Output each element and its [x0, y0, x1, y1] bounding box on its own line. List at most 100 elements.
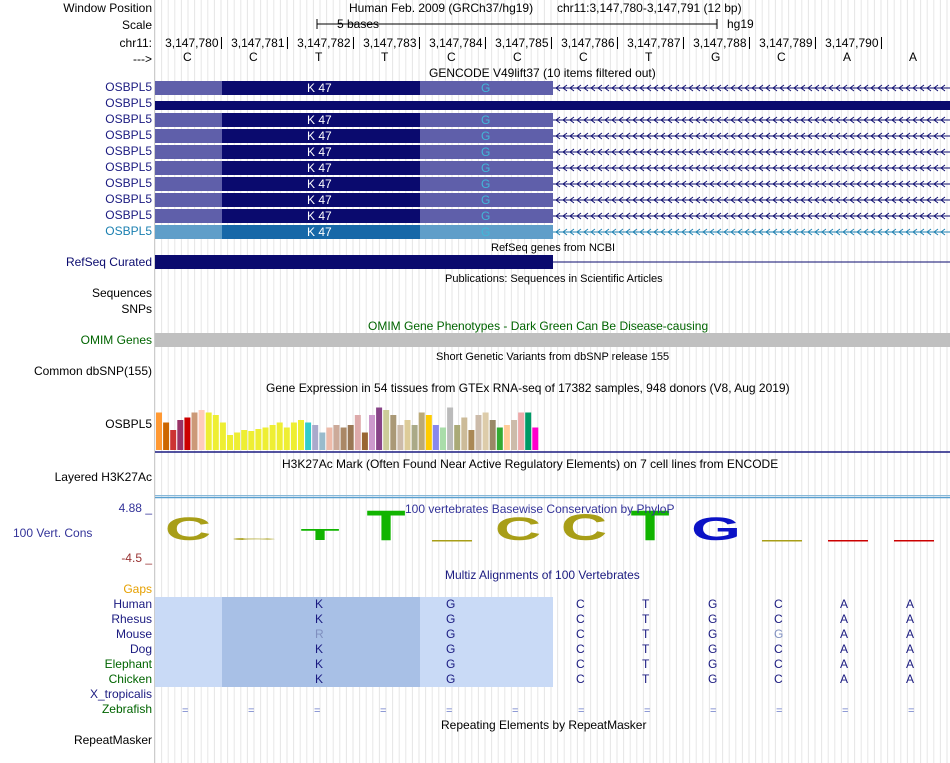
strand-arrow: [716, 196, 722, 204]
gtex-tissue-bar: [468, 430, 475, 450]
gencode-track[interactable]: K 47 G K 47 G K 47 G K 47 G K 47 G K 47 G K 47 G K 47 G…: [155, 81, 950, 239]
zebrafish-label[interactable]: Zebrafish: [101, 702, 152, 716]
strand-arrow: [926, 164, 932, 172]
strand-arrow: [604, 196, 610, 204]
strand-arrow: [723, 212, 729, 220]
strand-arrow: [667, 228, 673, 236]
strand-arrow: [751, 196, 757, 204]
strand-arrow: [779, 148, 785, 156]
strand-arrow: [898, 212, 904, 220]
dbsnp-title[interactable]: Short Genetic Variants from dbSNP releas…: [436, 351, 670, 363]
strand-arrow: [856, 196, 862, 204]
coordinate-label: 3,147,786: [561, 36, 615, 50]
scale-text: 5 bases: [337, 17, 380, 31]
refseq-track[interactable]: [155, 255, 950, 269]
strand-arrow: [800, 132, 806, 140]
strand-arrow: [604, 132, 610, 140]
phylop-title[interactable]: 100 vertebrates Basewise Conservation by…: [405, 502, 675, 516]
omim-label[interactable]: OMIM Genes: [80, 333, 152, 347]
refseq-label[interactable]: RefSeq Curated: [65, 255, 152, 269]
strand-arrow: [611, 212, 617, 220]
gtex-tissue-bar: [156, 412, 162, 450]
x-tropicalis-label[interactable]: X_tropicalis: [89, 687, 152, 701]
strand-arrow: [611, 116, 617, 124]
species-label: Dog: [129, 642, 152, 656]
strand-arrow: [646, 132, 652, 140]
strand-arrow: [744, 228, 750, 236]
strand-arrow: [800, 228, 806, 236]
gtex-tissue-bar: [361, 432, 368, 450]
strand-arrow: [800, 148, 806, 156]
gaps-label: Gaps: [123, 582, 152, 596]
strand-arrow: [618, 148, 624, 156]
strand-arrow: [660, 164, 666, 172]
coordinate-label: 3,147,785: [495, 36, 549, 50]
strand-arrow: [926, 228, 932, 236]
strand-arrow: [835, 148, 841, 156]
strand-arrow: [905, 148, 911, 156]
strand-arrow: [576, 148, 582, 156]
strand-arrow: [562, 116, 568, 124]
strand-arrow: [702, 164, 708, 172]
strand-arrow: [646, 84, 652, 92]
strand-arrow: [800, 116, 806, 124]
strand-arrow: [758, 84, 764, 92]
strand-arrow: [716, 148, 722, 156]
strand-arrow: [828, 84, 834, 92]
strand-arrow: [555, 84, 561, 92]
strand-arrow: [877, 116, 883, 124]
strand-arrow: [744, 196, 750, 204]
multiz-title[interactable]: Multiz Alignments of 100 Vertebrates: [445, 568, 640, 582]
strand-arrow: [842, 196, 848, 204]
repeatmasker-label[interactable]: RepeatMasker: [73, 733, 152, 747]
strand-arrow: [723, 148, 729, 156]
dbsnp-label[interactable]: Common dbSNP(155): [33, 364, 152, 378]
strand-arrow: [800, 196, 806, 204]
strand-arrow: [660, 196, 666, 204]
refseq-title[interactable]: RefSeq genes from NCBI: [491, 242, 616, 254]
strand-arrow: [884, 228, 890, 236]
gtex-tissue-bar: [525, 412, 532, 450]
strand-arrow: [618, 84, 624, 92]
strand-arrow: [772, 148, 778, 156]
strand-arrow: [730, 116, 736, 124]
strand-arrow: [863, 228, 869, 236]
gtex-label[interactable]: OSBPL5: [105, 417, 152, 431]
strand-arrow: [842, 164, 848, 172]
gtex-tissue-bar: [440, 427, 446, 450]
strand-arrow: [695, 84, 701, 92]
strand-arrow: [723, 116, 729, 124]
strand-arrow: [793, 164, 799, 172]
omim-title[interactable]: OMIM Gene Phenotypes - Dark Green Can Be…: [368, 319, 709, 333]
repeatmasker-title[interactable]: Repeating Elements by RepeatMasker: [441, 718, 647, 732]
strand-arrow: [674, 212, 680, 220]
strand-arrow: [611, 196, 617, 204]
h3k27ac-title[interactable]: H3K27Ac Mark (Often Found Near Active Re…: [282, 457, 779, 471]
multiz-track[interactable]: [155, 597, 553, 687]
gencode-title[interactable]: GENCODE V49lift37 (10 items filtered out…: [429, 66, 656, 80]
gtex-title[interactable]: Gene Expression in 54 tissues from GTEx …: [266, 381, 790, 395]
snps-label[interactable]: SNPs: [121, 302, 152, 316]
publications-title[interactable]: Publications: Sequences in Scientific Ar…: [445, 273, 663, 285]
h3k27ac-label[interactable]: Layered H3K27Ac: [54, 470, 152, 484]
phylop-base-C: [432, 540, 472, 542]
aligned-codon: R: [315, 627, 324, 641]
strand-arrow: [926, 132, 932, 140]
strand-arrow: [667, 196, 673, 204]
strand-arrow: [597, 180, 603, 188]
gencode-codon-k47: [222, 209, 420, 223]
aligned-base: A: [906, 627, 915, 641]
ruler[interactable]: [221, 19, 882, 49]
gtex-track[interactable]: [155, 407, 950, 453]
omim-track[interactable]: [155, 333, 950, 347]
strand-arrow: [576, 180, 582, 188]
phylop-label[interactable]: 100 Vert. Cons: [13, 526, 93, 540]
strand-arrow: [737, 228, 743, 236]
sequences-label[interactable]: Sequences: [91, 286, 152, 300]
strand-arrow: [562, 180, 568, 188]
h3k27ac-track[interactable]: [155, 495, 950, 499]
gencode-row-label: OSBPL5: [105, 80, 152, 94]
strand-arrow: [569, 196, 575, 204]
